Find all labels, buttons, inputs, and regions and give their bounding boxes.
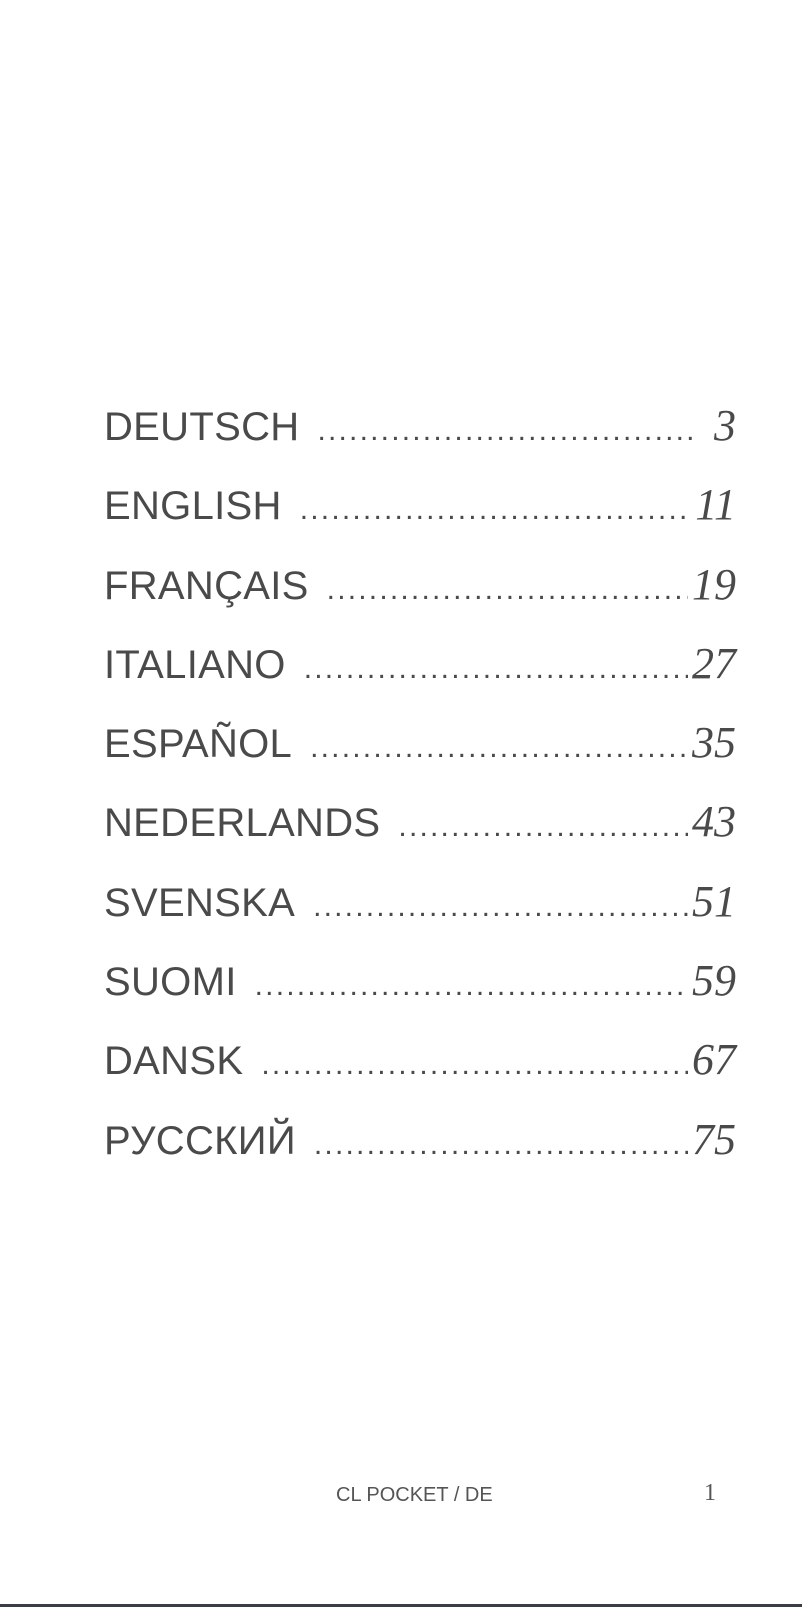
toc-entry-label: NEDERLANDS	[104, 801, 381, 846]
toc-entry-page: 67	[692, 1035, 736, 1085]
dot-leader	[261, 1033, 688, 1097]
dot-leader	[398, 795, 688, 859]
dot-leader	[313, 875, 688, 939]
dot-leader	[314, 1113, 688, 1177]
dot-leader	[310, 716, 688, 780]
toc-entry[interactable]: DEUTSCH 3	[104, 394, 736, 473]
toc-entry-page: 11	[695, 480, 736, 530]
toc-entry-label: FRANÇAIS	[104, 563, 309, 608]
dot-leader	[255, 954, 688, 1018]
toc-entry[interactable]: РУССКИЙ 75	[104, 1108, 736, 1187]
toc-entry-page: 27	[692, 638, 736, 688]
toc-entry-label: РУССКИЙ	[104, 1118, 296, 1163]
dot-leader	[300, 478, 692, 542]
toc-entry-label: ITALIANO	[104, 642, 286, 687]
toc-entry[interactable]: ENGLISH 11	[104, 473, 736, 552]
toc-entry-page: 51	[692, 876, 736, 926]
toc-entry[interactable]: NEDERLANDS 43	[104, 790, 736, 869]
toc-entry[interactable]: ESPAÑOL 35	[104, 711, 736, 790]
toc-entry-page: 59	[692, 956, 736, 1006]
footer-title: CL POCKET / DE	[336, 1484, 493, 1506]
dot-leader	[317, 399, 692, 463]
toc-entry[interactable]: DANSK 67	[104, 1028, 736, 1107]
toc-entry-page: 35	[692, 718, 736, 768]
toc-entry-page: 43	[692, 797, 736, 847]
toc-entry-page: 3	[714, 401, 736, 450]
toc-entry-label: DEUTSCH	[104, 405, 300, 449]
toc-entry[interactable]: FRANÇAIS 19	[104, 553, 736, 632]
toc-entry-page: 19	[692, 559, 736, 609]
bottom-rule	[0, 1604, 802, 1607]
toc-entry-label: ESPAÑOL	[104, 722, 293, 767]
dot-leader	[304, 637, 688, 701]
toc-entry-label: SUOMI	[104, 960, 237, 1005]
toc-entry[interactable]: SUOMI 59	[104, 949, 736, 1028]
toc-entry[interactable]: SVENSKA 51	[104, 870, 736, 949]
toc-entry-label: DANSK	[104, 1039, 244, 1084]
dot-leader	[327, 558, 688, 622]
page-number: 1	[704, 1480, 716, 1506]
table-of-contents: DEUTSCH 3 ENGLISH 11 FRANÇAIS 19 ITALIANO 27 ESP…	[104, 394, 736, 1187]
toc-entry-page: 75	[692, 1114, 736, 1164]
toc-entry-label: ENGLISH	[104, 484, 282, 529]
toc-entry[interactable]: ITALIANO 27	[104, 632, 736, 711]
toc-entry-label: SVENSKA	[104, 880, 296, 925]
